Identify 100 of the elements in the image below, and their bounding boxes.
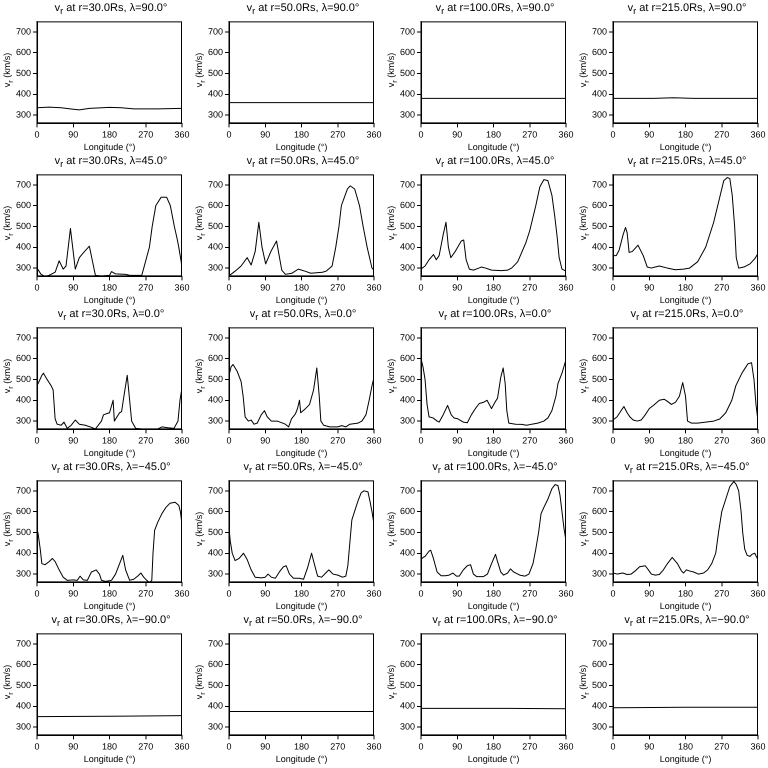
x-tick-label: 90 xyxy=(452,588,462,598)
x-tick-label: 270 xyxy=(330,588,346,598)
chart-title: v$_{r}$ at r=50.0Rs, λ=90.0° xyxy=(246,2,360,18)
x-tick-label: 90 xyxy=(68,435,78,446)
x-tick-label: 270 xyxy=(714,282,730,292)
y-tick-label: 600 xyxy=(592,353,608,364)
x-tick-label: 270 xyxy=(522,129,538,140)
x-tick-label: 270 xyxy=(522,435,538,446)
y-tick-label: 400 xyxy=(592,700,608,711)
x-tick-label: 180 xyxy=(678,282,694,292)
y-tick-label: 700 xyxy=(592,638,608,648)
x-tick-label: 180 xyxy=(294,588,310,598)
y-tick-label: 300 xyxy=(16,568,32,579)
y-tick-label: 400 xyxy=(400,548,416,558)
x-tick-label: 0 xyxy=(610,282,616,292)
y-tick-label: 300 xyxy=(592,110,608,120)
x-tick-label: 270 xyxy=(714,588,730,598)
x-tick-label: 90 xyxy=(452,129,462,140)
y-tick-label: 600 xyxy=(592,200,608,210)
x-tick-label: 0 xyxy=(34,588,40,598)
x-tick-label: 180 xyxy=(486,435,502,446)
y-tick-label: 600 xyxy=(592,47,608,58)
y-tick-label: 400 xyxy=(16,548,32,558)
x-tick-label: 360 xyxy=(558,282,574,292)
y-tick-label: 700 xyxy=(208,26,224,36)
y-tick-label: 700 xyxy=(400,485,416,496)
chart-title: v$_{r}$ at r=50.0Rs, λ=−45.0° xyxy=(242,461,364,476)
x-tick-label: 0 xyxy=(226,435,232,446)
y-tick-label: 700 xyxy=(208,332,224,342)
x-tick-label: 360 xyxy=(750,741,766,752)
x-tick-label: 270 xyxy=(330,129,346,140)
x-tick-label: 90 xyxy=(644,435,654,446)
x-tick-label: 360 xyxy=(366,588,382,598)
x-tick-label: 180 xyxy=(294,741,310,752)
x-axis-title: Longitude (°) xyxy=(276,142,328,152)
y-tick-label: 500 xyxy=(592,680,608,690)
x-tick-label: 90 xyxy=(260,129,270,140)
x-tick-label: 0 xyxy=(418,588,424,598)
chart-title: v$_{r}$ at r=100.0Rs, λ=45.0° xyxy=(434,155,556,170)
y-tick-label: 400 xyxy=(592,88,608,99)
chart-title: v$_{r}$ at r=30.0Rs, λ=45.0° xyxy=(54,155,168,170)
x-tick-label: 360 xyxy=(366,129,382,140)
y-tick-label: 500 xyxy=(16,68,32,78)
x-axis-title: Longitude (°) xyxy=(276,295,328,306)
y-tick-label: 500 xyxy=(16,220,32,231)
x-tick-label: 0 xyxy=(610,129,616,140)
y-tick-label: 300 xyxy=(16,416,32,426)
x-axis-title: Longitude (°) xyxy=(276,601,328,612)
x-tick-label: 0 xyxy=(418,741,424,752)
y-tick-label: 500 xyxy=(592,68,608,78)
x-tick-label: 360 xyxy=(174,741,190,752)
x-tick-label: 270 xyxy=(714,435,730,446)
y-tick-label: 300 xyxy=(16,110,32,120)
chart-title: v$_{r}$ at r=50.0Rs, λ=−90.0° xyxy=(242,614,364,630)
y-tick-label: 600 xyxy=(208,506,224,516)
x-tick-label: 180 xyxy=(486,741,502,752)
y-tick-label: 300 xyxy=(592,568,608,579)
y-tick-label: 300 xyxy=(400,262,416,273)
chart-title: v$_{r}$ at r=50.0Rs, λ=0.0° xyxy=(248,308,358,324)
x-axis-title: Longitude (°) xyxy=(84,601,136,612)
y-tick-label: 400 xyxy=(400,700,416,711)
x-tick-label: 90 xyxy=(68,741,78,752)
y-tick-label: 400 xyxy=(592,394,608,405)
chart-title: v$_{r}$ at r=30.0Rs, λ=0.0° xyxy=(56,308,166,324)
y-tick-label: 400 xyxy=(208,88,224,99)
x-tick-label: 270 xyxy=(138,588,154,598)
x-tick-label: 90 xyxy=(260,282,270,292)
y-tick-label: 300 xyxy=(400,568,416,579)
x-tick-label: 270 xyxy=(522,588,538,598)
x-axis-title: Longitude (°) xyxy=(660,295,712,306)
y-tick-label: 700 xyxy=(16,332,32,342)
x-tick-label: 180 xyxy=(102,282,118,292)
x-tick-label: 360 xyxy=(558,435,574,446)
x-axis-title: Longitude (°) xyxy=(660,448,712,458)
x-tick-label: 180 xyxy=(102,129,118,140)
y-tick-label: 400 xyxy=(400,88,416,99)
y-tick-label: 700 xyxy=(592,485,608,496)
x-tick-label: 0 xyxy=(418,435,424,446)
y-tick-label: 600 xyxy=(208,659,224,670)
x-tick-label: 360 xyxy=(366,282,382,292)
x-tick-label: 90 xyxy=(644,282,654,292)
y-tick-label: 400 xyxy=(208,394,224,405)
y-tick-label: 400 xyxy=(400,242,416,252)
y-tick-label: 600 xyxy=(208,47,224,58)
x-tick-label: 180 xyxy=(678,741,694,752)
chart-title: v$_{r}$ at r=100.0Rs, λ=−90.0° xyxy=(431,614,559,630)
x-axis-title: Longitude (°) xyxy=(84,448,136,458)
y-tick-label: 500 xyxy=(592,374,608,384)
x-axis-title: Longitude (°) xyxy=(660,601,712,612)
y-tick-label: 500 xyxy=(400,680,416,690)
y-tick-label: 500 xyxy=(208,680,224,690)
x-tick-label: 0 xyxy=(34,282,40,292)
y-tick-label: 500 xyxy=(208,526,224,537)
y-tick-label: 700 xyxy=(592,26,608,36)
x-tick-label: 270 xyxy=(522,282,538,292)
x-tick-label: 180 xyxy=(678,435,694,446)
x-tick-label: 360 xyxy=(750,282,766,292)
x-tick-label: 0 xyxy=(226,741,232,752)
y-tick-label: 400 xyxy=(16,700,32,711)
y-tick-label: 600 xyxy=(16,506,32,516)
